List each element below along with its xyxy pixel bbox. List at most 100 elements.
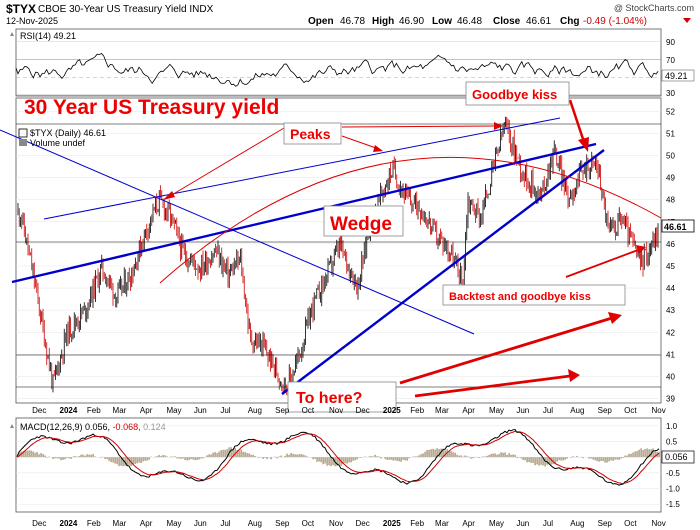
macd-histogram-bar <box>534 457 536 466</box>
macd-histogram-bar <box>504 452 506 458</box>
macd-histogram-bar <box>74 455 76 458</box>
macd-histogram-bar <box>388 457 390 460</box>
macd-histogram-bar <box>178 457 180 459</box>
macd-histogram-bar <box>646 448 648 458</box>
date-tick-label: 2024 <box>60 519 78 528</box>
macd-histogram-bar <box>94 456 96 458</box>
chart-credit: @ StockCharts.com <box>614 3 694 13</box>
date-tick-label: Jun <box>194 519 207 528</box>
date-tick-label: Mar <box>113 406 127 415</box>
macd-histogram-bar <box>224 449 226 458</box>
macd-histogram-bar <box>492 453 494 458</box>
macd-histogram-bar <box>164 455 166 458</box>
macd-histogram-bar <box>436 448 438 458</box>
macd-histogram-bar <box>326 457 328 466</box>
macd-histogram-bar <box>146 457 148 461</box>
macd-histogram-bar <box>188 457 190 461</box>
price-tick-label: 48 <box>666 196 675 205</box>
macd-histogram-bar <box>128 457 130 465</box>
macd-histogram-bar <box>226 449 228 458</box>
macd-histogram-bar <box>84 455 86 458</box>
macd-histogram-bar <box>278 456 280 458</box>
macd-histogram-bar <box>156 456 158 458</box>
close-label: Close <box>493 16 521 27</box>
date-tick-label: Jul <box>543 519 553 528</box>
macd-histogram-bar <box>420 454 422 458</box>
macd-histogram-bar <box>486 455 488 458</box>
macd-histogram-bar <box>312 457 314 460</box>
macd-histogram-bar <box>526 457 528 463</box>
macd-histogram-bar <box>40 453 42 458</box>
date-tick-label: Mar <box>113 519 127 528</box>
macd-histogram-bar <box>566 457 568 459</box>
macd-histogram-bar <box>564 457 566 460</box>
date-tick-label: Nov <box>652 519 666 528</box>
volume-legend: Volume undef <box>30 138 86 148</box>
macd-histogram-bar <box>182 457 184 459</box>
macd-histogram-bar <box>330 457 332 467</box>
macd-histogram-bar <box>552 457 554 465</box>
date-tick-label: Apr <box>140 519 153 528</box>
macd-current-value: 0.056 <box>665 452 688 462</box>
symbol-legend: $TYX (Daily) 46.61 <box>30 128 106 138</box>
backtest-arrow <box>565 249 639 278</box>
macd-histogram-bar <box>528 457 530 463</box>
macd-histogram-bar <box>202 457 204 459</box>
macd-histogram-bar <box>426 449 428 458</box>
macd-histogram-bar <box>612 457 614 461</box>
macd-histogram-bar <box>104 457 106 460</box>
peaks-label: Peaks <box>290 126 331 142</box>
macd-histogram-bar <box>138 457 140 463</box>
date-tick-label: Feb <box>87 519 101 528</box>
macd-histogram-bar <box>48 456 50 458</box>
macd-histogram-bar <box>408 457 410 459</box>
macd-histogram-bar <box>252 454 254 458</box>
macd-histogram-bar <box>572 456 574 458</box>
rsi-value-flag <box>661 69 695 82</box>
macd-histogram-bar <box>452 452 454 458</box>
macd-histogram-bar <box>190 457 192 460</box>
macd-histogram-bar <box>60 457 62 461</box>
macd-histogram-bar <box>52 457 54 460</box>
macd-histogram-bar <box>112 457 114 463</box>
date-tick-label: Nov <box>652 406 666 415</box>
macd-histogram-bar <box>620 457 622 459</box>
macd-histogram-bar <box>110 457 112 463</box>
low-label: Low <box>432 16 452 27</box>
chart-header: $TYX CBOE 30-Year US Treasury Yield INDX… <box>6 2 694 27</box>
macd-axis: 1.00.50.0-0.5-1.0-1.5 <box>666 422 680 509</box>
arrowhead-icon <box>163 191 175 200</box>
macd-histogram-bar <box>556 457 558 462</box>
macd-histogram-bar <box>42 454 44 458</box>
price-candles <box>17 116 659 396</box>
macd-histogram-bar <box>470 457 472 459</box>
arrowhead-icon <box>373 145 383 152</box>
macd-histogram-bar <box>542 457 544 466</box>
macd-histogram-bar <box>488 455 490 458</box>
macd-histogram-bar <box>614 457 616 460</box>
macd-histogram-bar <box>86 454 88 458</box>
macd-histogram-bar <box>444 450 446 458</box>
price-tick-label: 44 <box>666 284 675 293</box>
macd-histogram-bar <box>28 450 30 458</box>
macd-histogram-bar <box>510 454 512 458</box>
macd-histogram-bar <box>512 454 514 458</box>
rsi-collapse-icon[interactable] <box>10 32 14 36</box>
macd-histogram-bar <box>654 450 656 458</box>
macd-collapse-icon[interactable] <box>10 424 14 428</box>
macd-histogram-bar <box>466 456 468 458</box>
macd-histogram-bar <box>354 457 356 461</box>
macd-histogram-bar <box>550 457 552 465</box>
macd-histogram-bar <box>618 457 620 460</box>
macd-histogram-bar <box>592 457 594 460</box>
macd-histogram-bar <box>32 451 34 458</box>
macd-histogram-bar <box>246 453 248 458</box>
macd-histogram-bar <box>478 457 480 458</box>
macd-histogram-bar <box>484 456 486 458</box>
chart-annotation-title: 30 Year US Treasury yield <box>24 96 279 119</box>
arc-curve <box>159 156 662 284</box>
date-tick-label: Jul <box>220 406 230 415</box>
macd-histogram-bar <box>140 457 142 464</box>
macd-histogram-bar <box>658 451 660 458</box>
macd-histogram-bar <box>324 457 326 464</box>
